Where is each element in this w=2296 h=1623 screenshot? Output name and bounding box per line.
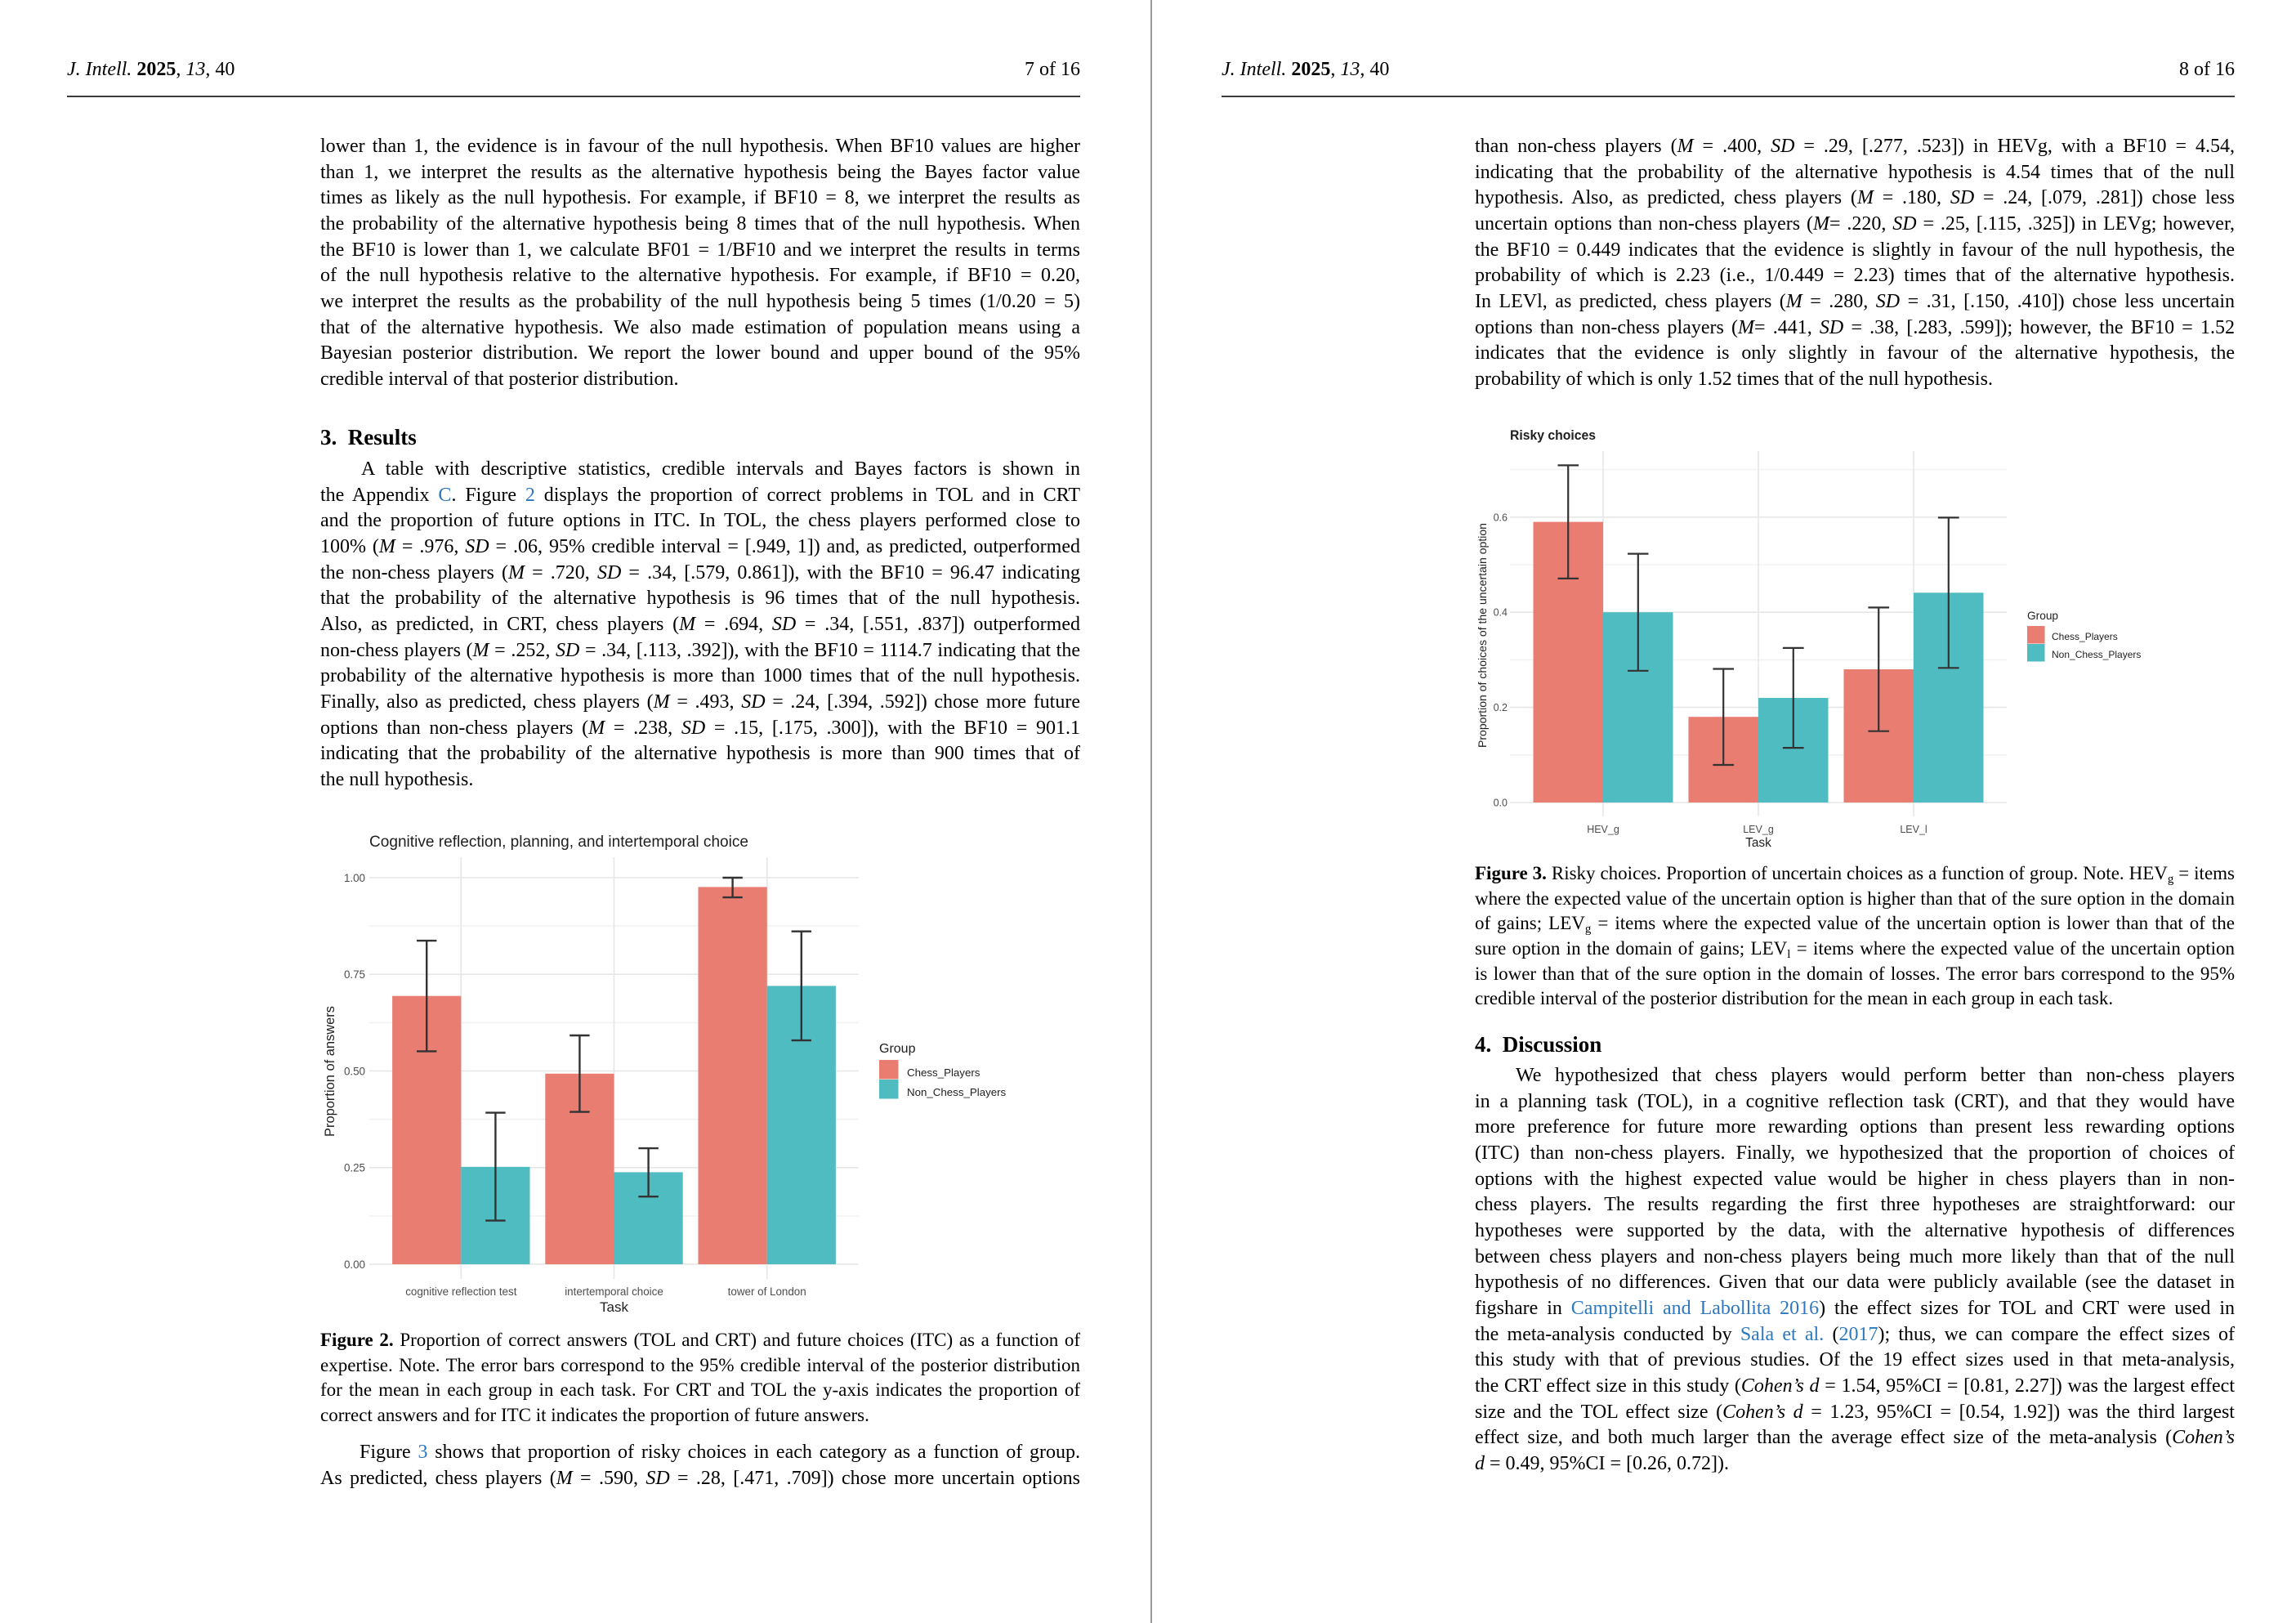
svg-text:0.25: 0.25 xyxy=(344,1162,365,1174)
svg-text:Group: Group xyxy=(2027,610,2058,622)
svg-text:0.0: 0.0 xyxy=(1494,798,1508,809)
svg-text:Non_Chess_Players: Non_Chess_Players xyxy=(907,1086,1007,1098)
svg-text:tower of London: tower of London xyxy=(728,1285,806,1298)
svg-text:Chess_Players: Chess_Players xyxy=(907,1066,980,1079)
svg-text:Non_Chess_Players: Non_Chess_Players xyxy=(2052,649,2141,660)
svg-text:1.00: 1.00 xyxy=(344,872,365,884)
svg-text:LEV_l: LEV_l xyxy=(1900,824,1927,835)
svg-text:Proportion of choices of the u: Proportion of choices of the uncertain o… xyxy=(1476,523,1489,748)
svg-text:0.4: 0.4 xyxy=(1494,607,1508,619)
svg-text:Group: Group xyxy=(879,1042,916,1056)
svg-text:cognitive reflection test: cognitive reflection test xyxy=(405,1285,516,1298)
svg-text:0.50: 0.50 xyxy=(344,1065,365,1077)
svg-text:Risky choices: Risky choices xyxy=(1510,427,1596,443)
svg-text:0.00: 0.00 xyxy=(344,1259,365,1271)
svg-text:0.2: 0.2 xyxy=(1494,702,1508,713)
svg-text:HEV_g: HEV_g xyxy=(1587,824,1619,835)
svg-text:0.6: 0.6 xyxy=(1494,512,1508,523)
svg-text:intertemporal choice: intertemporal choice xyxy=(565,1285,663,1298)
svg-text:Task: Task xyxy=(600,1299,628,1315)
svg-text:Cognitive reflection, planning: Cognitive reflection, planning, and inte… xyxy=(369,834,748,851)
svg-text:Chess_Players: Chess_Players xyxy=(2052,631,2118,642)
svg-text:Proportion of answers: Proportion of answers xyxy=(323,1006,337,1137)
svg-text:Task: Task xyxy=(1745,836,1771,850)
svg-text:0.75: 0.75 xyxy=(344,968,365,981)
svg-text:LEV_g: LEV_g xyxy=(1743,824,1774,835)
